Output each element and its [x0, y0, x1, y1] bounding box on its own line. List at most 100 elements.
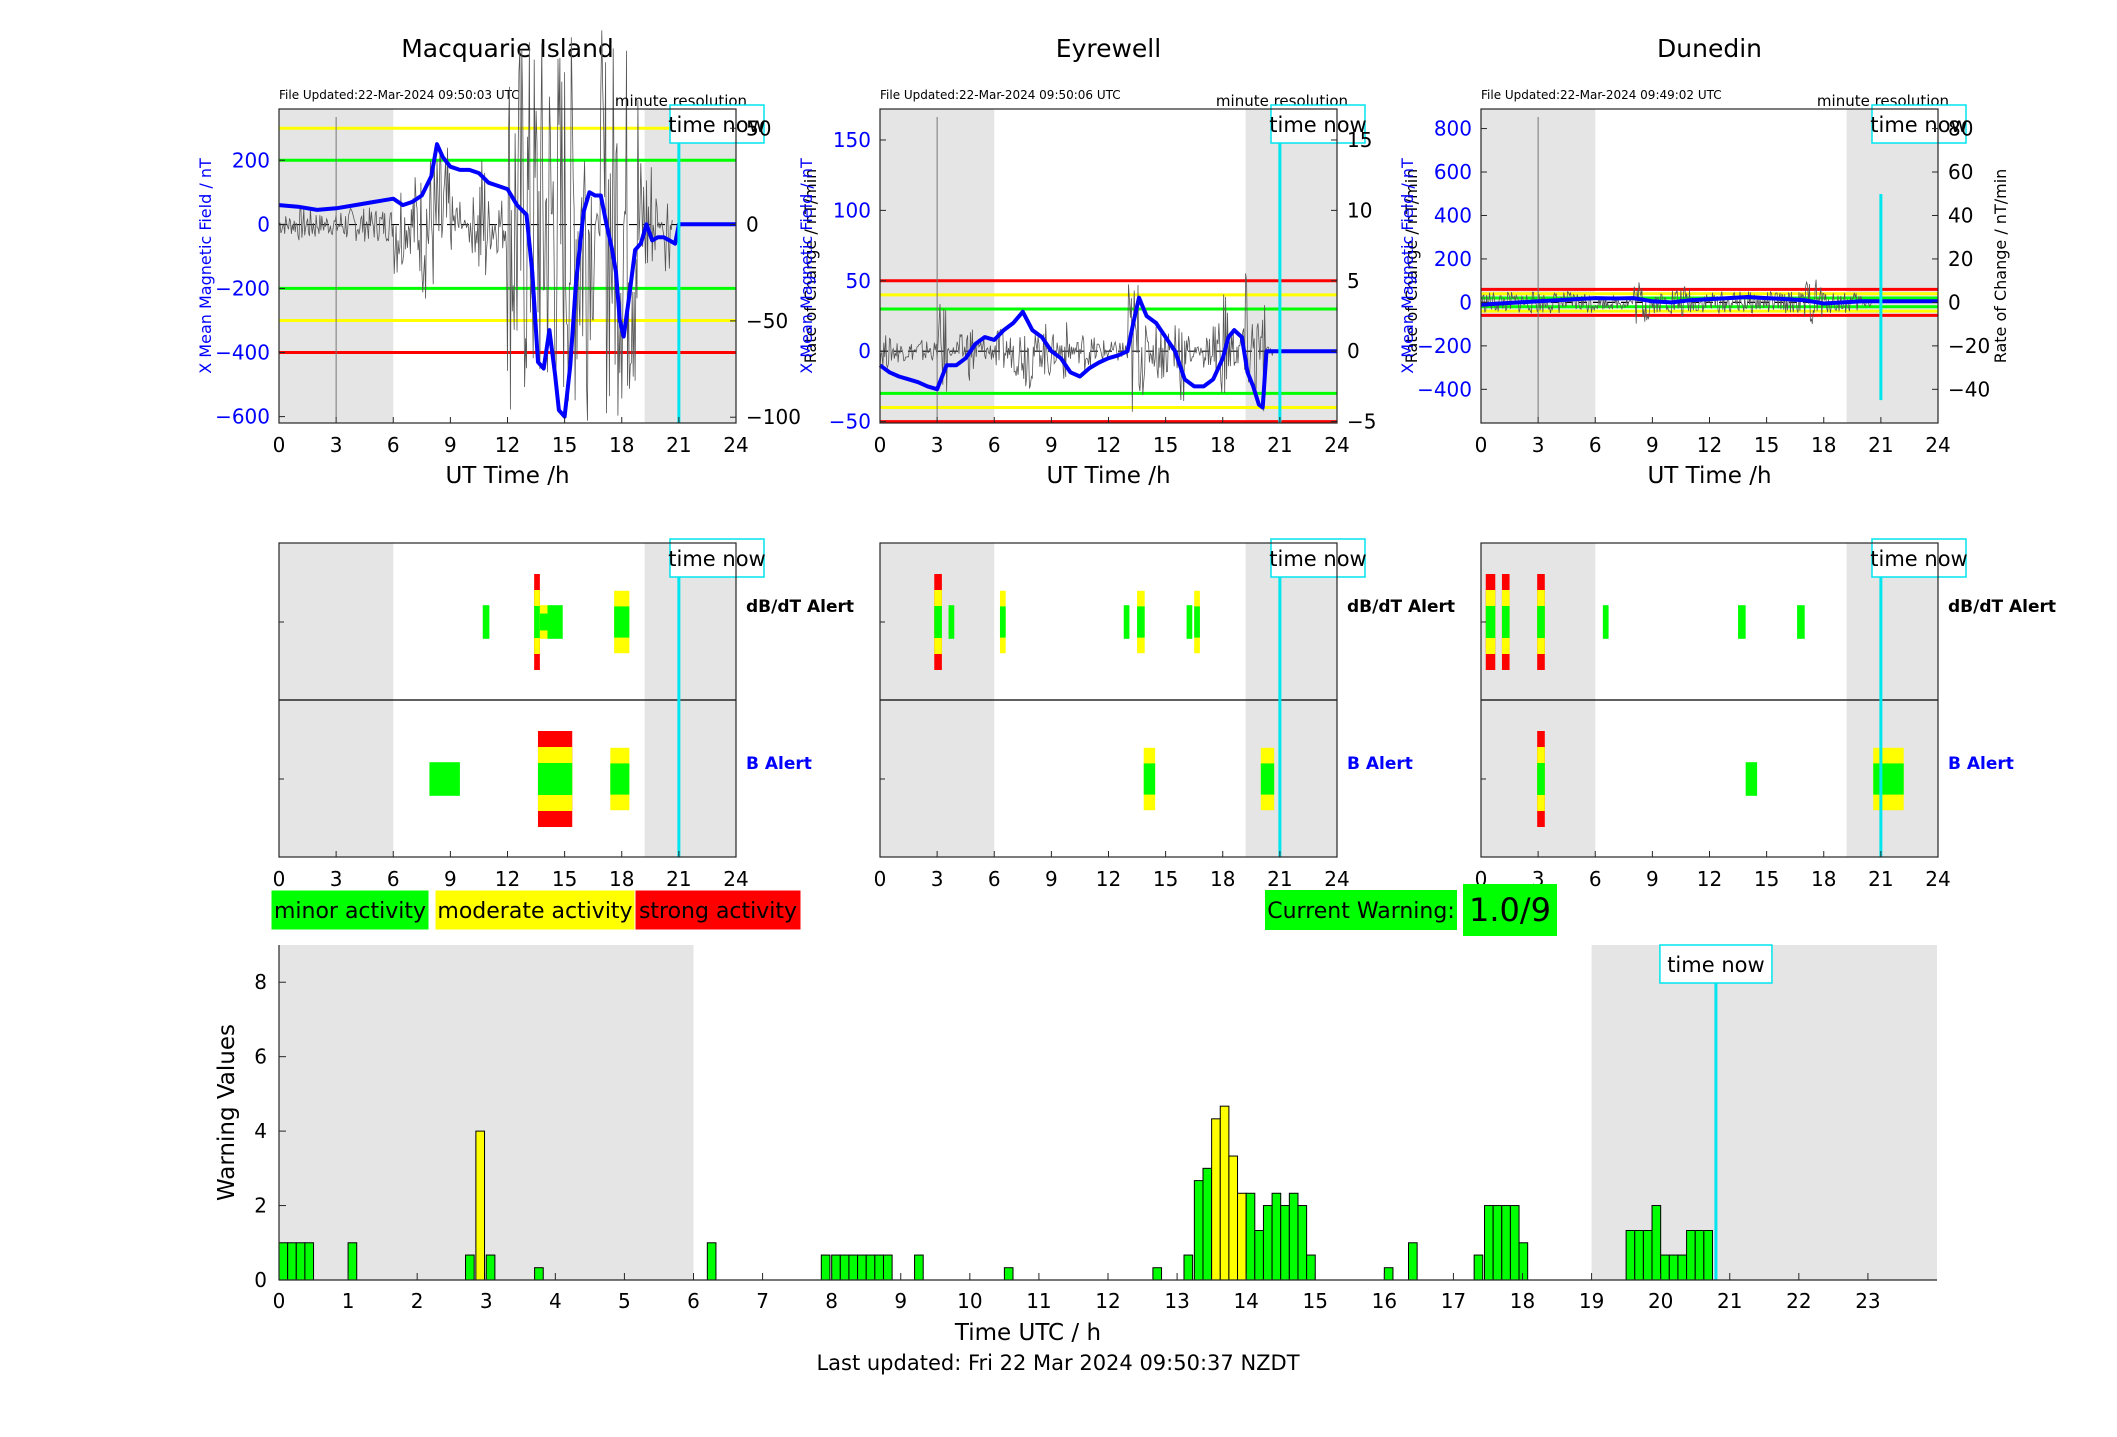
- x-tick-label: 4: [549, 1289, 562, 1313]
- x-tick-label: 12: [495, 433, 520, 457]
- x-tick-label: 12: [1096, 433, 1121, 457]
- x-tick-label: 22: [1786, 1289, 1811, 1313]
- warning-bar: [1408, 1242, 1418, 1281]
- b-alert-block-green: [610, 763, 630, 795]
- y-tick-label: 400: [1434, 203, 1472, 227]
- warning-bar: [848, 1254, 859, 1281]
- station-panel-1: Eyrewell File Updated:22-Mar-2024 09:50:0…: [797, 34, 1421, 489]
- y-tick-label: 2: [254, 1194, 267, 1218]
- legend-minor-label: minor activity: [274, 899, 426, 924]
- current-warning: Current Warning: 1.0/9: [1265, 884, 1557, 936]
- current-warning-value-box: [1463, 884, 1557, 936]
- station-title-dunedin: Dunedin: [1657, 34, 1762, 63]
- dbdt-alert-block-green: [999, 606, 1006, 638]
- y-tick-label: 100: [833, 198, 871, 222]
- time-now-label: time now: [1870, 547, 1967, 571]
- y2-tick-label: 40: [1948, 203, 1973, 227]
- x-field-series-line: [1480, 295, 1938, 307]
- time-now-box: [1270, 538, 1366, 578]
- x-tick-label: 0: [874, 867, 887, 891]
- x-tick-label: 21: [666, 433, 691, 457]
- y-axis-label: X Mean Magnetic Field / nT: [1398, 158, 1417, 374]
- y-tick-label: 200: [232, 148, 270, 172]
- time-now-label: time now: [1269, 113, 1366, 137]
- y-tick-label: 0: [1459, 290, 1472, 314]
- dbdt-alert-block-green: [1602, 605, 1609, 639]
- y2-tick-label: 10: [1347, 198, 1372, 222]
- x-tick-label: 6: [387, 867, 400, 891]
- night-shade-0: [279, 945, 694, 1280]
- dbdt-alert-block-green: [1137, 606, 1145, 638]
- y-tick-label: 6: [254, 1045, 267, 1069]
- warning-bar: [831, 1254, 841, 1281]
- warning-bar: [304, 1242, 315, 1281]
- warning-bar: [1219, 1105, 1230, 1281]
- x-tick-label: 15: [552, 433, 577, 457]
- x-tick-label: 3: [480, 1289, 493, 1313]
- y2-tick-label: −20: [1948, 334, 1990, 358]
- warning-bar: [1228, 1155, 1239, 1281]
- warning-bar: [287, 1242, 297, 1281]
- x-tick-label: 12: [495, 867, 520, 891]
- b-alert-block-green: [537, 763, 573, 795]
- x-tick-label: 24: [723, 867, 748, 891]
- x-tick-label: 12: [1697, 433, 1722, 457]
- x-tick-label: 1: [342, 1289, 355, 1313]
- y-axis-label: X Mean Magnetic Field / nT: [196, 158, 215, 374]
- dbdt-alert-label: dB/dT Alert: [746, 597, 854, 617]
- station-panel-0: Macquarie Island File Updated:22-Mar-2024…: [196, 30, 820, 489]
- x-tick-label: 18: [1811, 433, 1836, 457]
- warning-bar: [1297, 1205, 1308, 1281]
- x-tick-label: 18: [609, 433, 634, 457]
- warning-bar: [1677, 1254, 1688, 1281]
- dbdt-alert-block-green: [547, 605, 563, 639]
- warning-bar: [914, 1254, 924, 1281]
- y-tick-label: −50: [829, 410, 871, 434]
- y-axis-label: Warning Values: [214, 1024, 240, 1201]
- warning-bar: [295, 1242, 306, 1281]
- x-tick-label: 6: [687, 1289, 700, 1313]
- x-tick-label: 15: [1153, 433, 1178, 457]
- warning-bar: [1660, 1254, 1670, 1281]
- dbdt-alert-block-green: [1123, 605, 1130, 639]
- warning-bar: [1668, 1254, 1679, 1281]
- warning-bar: [1280, 1205, 1290, 1281]
- legend-strong-label: strong activity: [639, 899, 797, 924]
- y2-tick-label: 15: [1347, 128, 1372, 152]
- x-tick-label: 9: [1646, 433, 1659, 457]
- dbdt-alert-block-green: [934, 606, 942, 638]
- warning-bar: [347, 1242, 358, 1281]
- x-tick-label: 21: [1267, 433, 1292, 457]
- current-warning-value: 1.0/9: [1469, 891, 1551, 929]
- dbdt-alert-block-green: [482, 605, 490, 639]
- y2-axis-label: Rate of Change / nT/min: [801, 169, 820, 364]
- y-tick-label: −200: [215, 276, 270, 300]
- x-tick-label: 0: [273, 1289, 286, 1313]
- y-tick-label: 0: [257, 212, 270, 236]
- y-tick-label: 200: [1434, 247, 1472, 271]
- x-tick-label: 21: [666, 867, 691, 891]
- alert-panel-0: time now 0 3 6 9 12 15 18 21 24 dB/dT Alert B Alert: [273, 538, 854, 891]
- x-tick-label: 9: [444, 433, 457, 457]
- warning-bar: [874, 1254, 884, 1281]
- night-shade-1: [1245, 109, 1337, 423]
- x-tick-label: 24: [1324, 867, 1349, 891]
- night-shade-1: [1591, 945, 1937, 1280]
- warning-bar: [465, 1254, 475, 1281]
- alert-panel-1: time now 0 3 6 9 12 15 18 21 24 dB/dT Alert B Alert: [874, 538, 1455, 891]
- x-tick-label: 9: [1045, 433, 1058, 457]
- warning-bar: [1625, 1229, 1636, 1281]
- x-axis-label: UT Time /h: [445, 463, 569, 489]
- current-warning-label-box: [1265, 890, 1457, 930]
- x-tick-label: 10: [957, 1289, 982, 1313]
- rate-of-change-trace: [879, 273, 1274, 412]
- y-tick-label: 600: [1434, 160, 1472, 184]
- x-tick-label: 0: [273, 433, 286, 457]
- x-tick-label: 2: [411, 1289, 424, 1313]
- y2-tick-label: −50: [746, 309, 788, 333]
- time-now-label: time now: [668, 547, 765, 571]
- dbdt-alert-label: dB/dT Alert: [1347, 597, 1455, 617]
- time-now-label: time now: [1667, 953, 1764, 977]
